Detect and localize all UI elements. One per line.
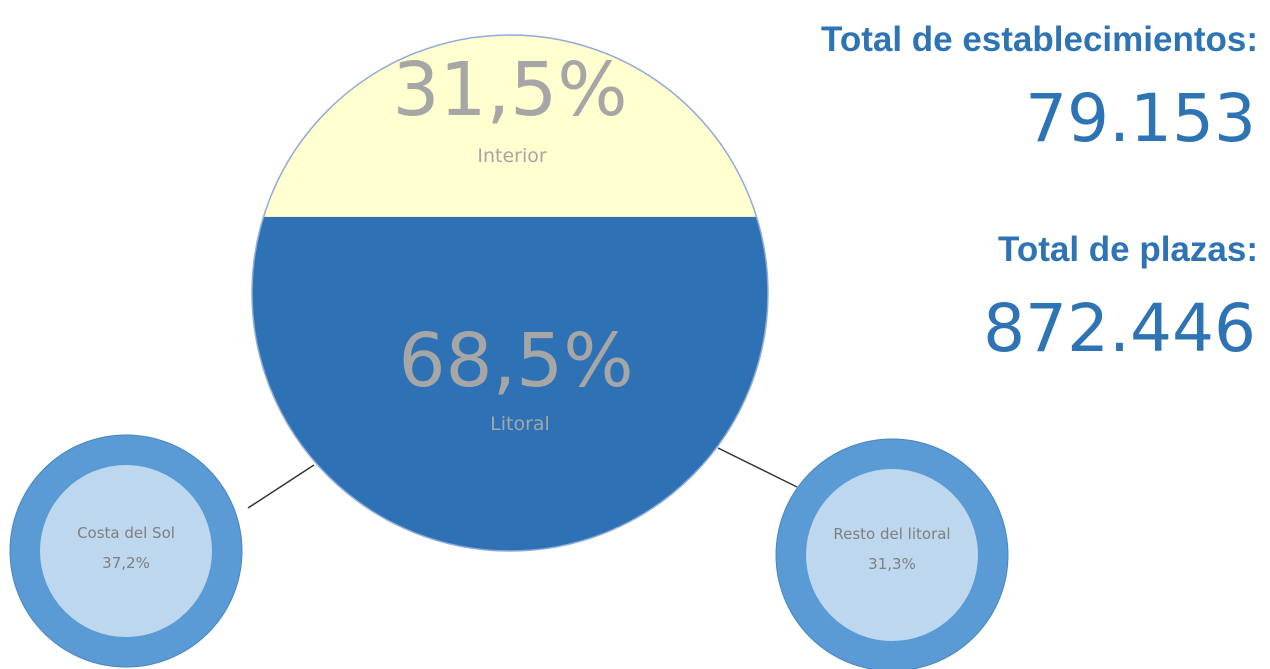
sub-circle-percent: 37,2%	[102, 554, 150, 572]
sub-circle-name: Costa del Sol	[77, 524, 175, 542]
places-value: 872.446	[983, 290, 1256, 367]
litoral-percent: 68,5%	[398, 318, 633, 404]
sub-circle-inner	[806, 469, 978, 641]
sub-circle-name: Resto del litoral	[833, 525, 950, 543]
sub-circle-percent: 31,3%	[868, 555, 916, 573]
connector-line-costa	[247, 464, 315, 509]
sub-circle-costa-del-sol: Costa del Sol 37,2%	[9, 434, 243, 668]
establishments-heading: Total de establecimientos:	[821, 20, 1258, 59]
places-heading: Total de plazas:	[998, 230, 1258, 269]
interior-label: Interior	[477, 145, 546, 167]
sub-circle-inner	[40, 465, 212, 637]
establishments-value: 79.153	[1025, 80, 1256, 157]
interior-percent: 31,5%	[392, 47, 627, 133]
sub-circle-resto-del-litoral: Resto del litoral 31,3%	[775, 438, 1009, 669]
connector-line-resto	[717, 447, 798, 488]
main-circle-outline	[251, 34, 769, 552]
litoral-label: Litoral	[490, 413, 550, 435]
